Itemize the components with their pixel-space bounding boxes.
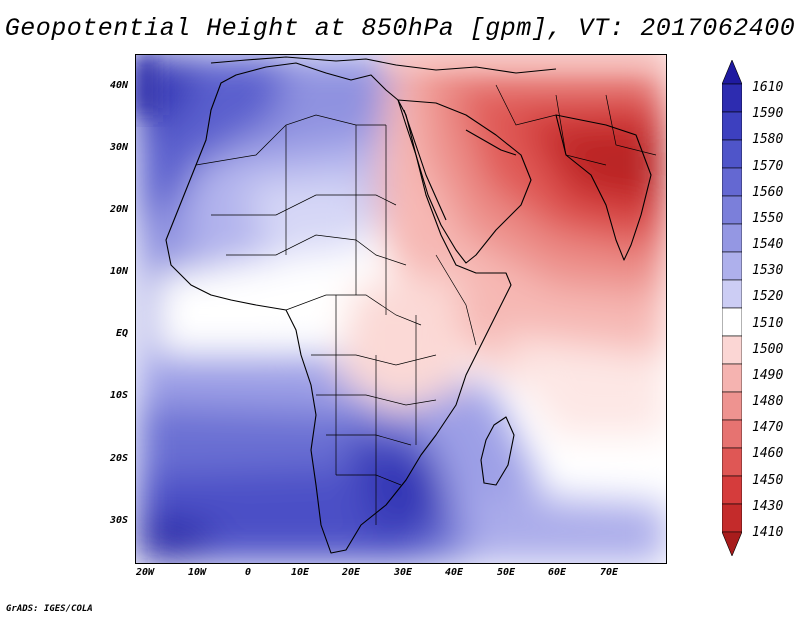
colorbar-label: 1490: [752, 367, 784, 383]
lon-tick-0: 0: [244, 567, 252, 578]
colorbar-box: [722, 503, 742, 533]
colorbar-box: [722, 167, 742, 197]
lat-tick-10n: 10N: [109, 266, 128, 277]
colorbar-box: [722, 447, 742, 477]
colorbar-box: [722, 223, 742, 253]
colorbar-box: [722, 139, 742, 169]
colorbar-label: 1560: [752, 184, 784, 200]
colorbar-box: [722, 111, 742, 141]
colorbar-box: [722, 279, 742, 309]
colorbar-box: [722, 363, 742, 393]
colorbar-label: 1430: [752, 498, 784, 514]
lon-tick-60e: 60E: [547, 567, 567, 578]
colorbar-label: 1610: [752, 80, 784, 95]
lon-tick-10e: 10E: [290, 567, 310, 578]
country-borders: [195, 84, 657, 525]
lon-tick-40e: 40E: [444, 567, 464, 578]
height-field: [136, 55, 666, 563]
colorbar-box: [722, 83, 742, 113]
lat-tick-40n: 40N: [109, 80, 128, 91]
map-svg: [136, 55, 666, 563]
colorbar-label: 1510: [752, 315, 784, 331]
lon-tick-50e: 50E: [496, 567, 516, 578]
coastlines: [165, 56, 652, 554]
colorbar-label: 1410: [752, 525, 784, 540]
page-title: Geopotential Height at 850hPa [gpm], VT:…: [4, 14, 796, 43]
colorbar-label: 1520: [752, 289, 784, 305]
lon-tick-70e: 70E: [599, 567, 619, 578]
colorbar-label: 1460: [752, 446, 784, 462]
map-plot-area: [135, 54, 667, 564]
colorbar-label: 1570: [752, 158, 784, 174]
colorbar-label: 1470: [752, 420, 784, 436]
colorbar-box: [722, 335, 742, 365]
lon-tick-10w: 10W: [187, 567, 207, 578]
lon-tick-20e: 20E: [341, 567, 361, 578]
colorbar-box: [722, 475, 742, 505]
colorbar-bottom-triangle: [722, 531, 742, 556]
colorbar-top-triangle: [722, 60, 742, 85]
colorbar: [722, 60, 742, 556]
lon-tick-20w: 20W: [135, 567, 155, 578]
colorbar-box: [722, 251, 742, 281]
colorbar-box: [722, 195, 742, 225]
colorbar-label: 1500: [752, 341, 784, 357]
lat-tick-20n: 20N: [109, 204, 128, 215]
lat-tick-10s: 10S: [109, 390, 128, 401]
lat-tick-30n: 30N: [109, 142, 128, 153]
lon-tick-30e: 30E: [393, 567, 413, 578]
colorbar-label: 1530: [752, 263, 784, 279]
colorbar-label: 1540: [752, 237, 784, 253]
lat-tick-20s: 20S: [109, 453, 128, 464]
lat-tick-eq: EQ: [115, 328, 128, 339]
lat-tick-30s: 30S: [109, 515, 128, 526]
colorbar-box: [722, 419, 742, 449]
colorbar-label: 1450: [752, 472, 784, 488]
footer-credit: GrADS: IGES/COLA: [6, 604, 93, 614]
colorbar-box: [722, 391, 742, 421]
colorbar-box: [722, 307, 742, 337]
colorbar-label: 1550: [752, 210, 784, 226]
colorbar-label: 1590: [752, 106, 784, 122]
colorbar-label: 1480: [752, 394, 784, 410]
colorbar-label: 1580: [752, 132, 784, 148]
